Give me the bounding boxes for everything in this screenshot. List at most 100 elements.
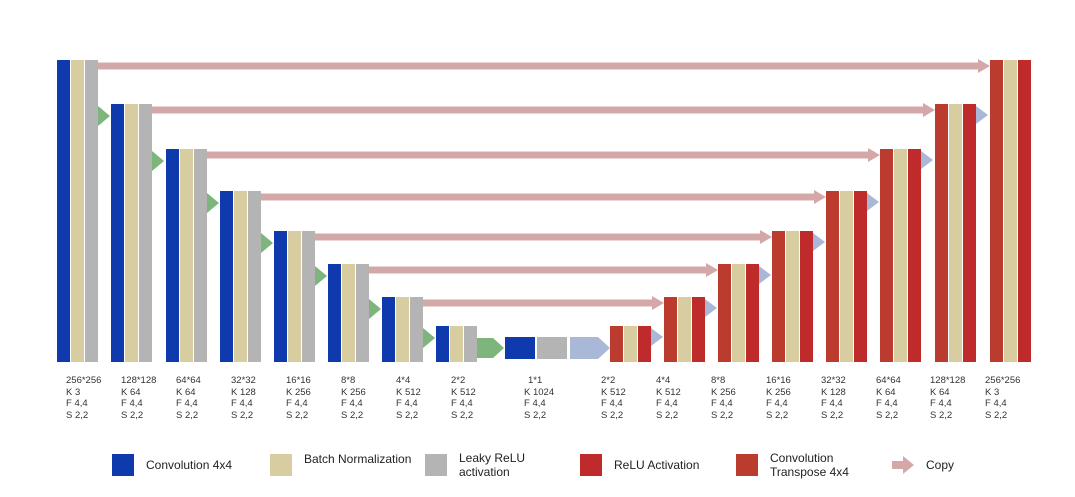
convt-bar bbox=[935, 104, 948, 362]
legend-conv: Convolution 4x4 bbox=[112, 452, 232, 478]
relu-bar bbox=[746, 264, 759, 362]
relu-bar bbox=[692, 297, 705, 362]
conv-bar bbox=[166, 149, 179, 362]
convt-bar bbox=[718, 264, 731, 362]
upsample-arrow bbox=[813, 233, 825, 251]
encoder-label-7: 4*4 K 512 F 4,4 S 2,2 bbox=[396, 375, 421, 421]
copy-line bbox=[315, 233, 761, 241]
bn-bar bbox=[125, 104, 138, 362]
bn-bar bbox=[396, 297, 409, 362]
downsample-arrow bbox=[261, 233, 273, 253]
bn-bar bbox=[234, 191, 247, 362]
flow-arrows bbox=[98, 106, 988, 359]
downsample-arrow bbox=[477, 338, 504, 358]
upsample-arrow bbox=[921, 151, 933, 169]
downsample-arrow bbox=[152, 151, 164, 171]
downsample-arrow bbox=[207, 193, 219, 213]
copy-arrowhead bbox=[923, 103, 935, 117]
layer-blocks bbox=[57, 60, 1031, 362]
legend-bn: Batch Normalization bbox=[270, 446, 412, 476]
lrelu-bar bbox=[248, 191, 261, 362]
encoder-label-4: 32*32 K 128 F 4,4 S 2,2 bbox=[231, 375, 256, 421]
decoder-label-3: 8*8 K 256 F 4,4 S 2,2 bbox=[711, 375, 736, 421]
convt-bar bbox=[610, 326, 623, 362]
conv-bar bbox=[382, 297, 395, 362]
copy-line bbox=[261, 193, 815, 201]
encoder-label-8: 2*2 K 512 F 4,4 S 2,2 bbox=[451, 375, 476, 421]
decoder-label-5: 32*32 K 128 F 4,4 S 2,2 bbox=[821, 375, 846, 421]
bn-bar bbox=[840, 191, 853, 362]
upsample-arrow bbox=[759, 266, 771, 284]
legend-relu-text: ReLU Activation bbox=[614, 458, 700, 472]
lrelu-bar bbox=[194, 149, 207, 362]
lrelu-bar bbox=[410, 297, 423, 362]
relu-bar bbox=[908, 149, 921, 362]
bn-bar bbox=[624, 326, 637, 362]
encoder-label-2: 128*128 K 64 F 4,4 S 2,2 bbox=[121, 375, 157, 421]
lrelu-bar bbox=[356, 264, 369, 362]
copy-arrowhead bbox=[868, 148, 880, 162]
decoder-label-7: 128*128 K 64 F 4,4 S 2,2 bbox=[930, 375, 966, 421]
legend-conv-text: Convolution 4x4 bbox=[146, 458, 233, 472]
bn-bar bbox=[450, 326, 463, 362]
downsample-arrow bbox=[315, 266, 327, 286]
bn-bar bbox=[678, 297, 691, 362]
legend-lrelu-swatch bbox=[425, 454, 447, 476]
legend-convt: Convolution Transpose 4x4 bbox=[736, 451, 849, 479]
copy-line bbox=[98, 62, 979, 70]
bn-bar bbox=[894, 149, 907, 362]
copy-arrowhead bbox=[760, 230, 772, 244]
decoder-label-6: 64*64 K 64 F 4,4 S 2,2 bbox=[876, 375, 901, 421]
copy-line bbox=[423, 299, 653, 307]
legend-convt-swatch bbox=[736, 454, 758, 476]
convt-bar bbox=[826, 191, 839, 362]
legend-bn-swatch bbox=[270, 454, 292, 476]
copy-connections bbox=[98, 59, 990, 310]
conv-bar bbox=[328, 264, 341, 362]
lrelu-bar bbox=[464, 326, 477, 362]
legend-copy: Copy bbox=[892, 452, 954, 478]
legend-relu: ReLU Activation bbox=[580, 452, 699, 478]
copy-arrowhead bbox=[706, 263, 718, 277]
decoder-label-4: 16*16 K 256 F 4,4 S 2,2 bbox=[766, 375, 791, 421]
bottleneck-conv bbox=[505, 337, 535, 359]
legend-convt-text: Convolution Transpose 4x4 bbox=[770, 451, 849, 479]
bottleneck-lrelu bbox=[537, 337, 567, 359]
conv-bar bbox=[274, 231, 287, 362]
bn-bar bbox=[342, 264, 355, 362]
copy-line bbox=[207, 151, 869, 159]
bn-bar bbox=[1004, 60, 1017, 362]
conv-bar bbox=[220, 191, 233, 362]
bn-bar bbox=[180, 149, 193, 362]
legend-bn-text: Batch Normalization bbox=[304, 452, 412, 466]
conv-bar bbox=[436, 326, 449, 362]
copy-arrowhead bbox=[814, 190, 826, 204]
decoder-label-1: 2*2 K 512 F 4,4 S 2,2 bbox=[601, 375, 626, 421]
relu-bar bbox=[800, 231, 813, 362]
encoder-label-6: 8*8 K 256 F 4,4 S 2,2 bbox=[341, 375, 366, 421]
upsample-arrow bbox=[976, 106, 988, 124]
bn-bar bbox=[732, 264, 745, 362]
legend-lrelu: Leaky ReLU activation bbox=[425, 451, 526, 479]
relu-bar bbox=[638, 326, 651, 362]
downsample-arrow bbox=[369, 299, 381, 319]
legend-lrelu-text: Leaky ReLU activation bbox=[459, 451, 526, 479]
downsample-arrow bbox=[423, 328, 435, 348]
bn-bar bbox=[71, 60, 84, 362]
convt-bar bbox=[664, 297, 677, 362]
copy-arrowhead bbox=[978, 59, 990, 73]
upsample-arrow bbox=[570, 337, 610, 359]
copy-line bbox=[152, 106, 924, 114]
relu-bar bbox=[963, 104, 976, 362]
relu-bar bbox=[854, 191, 867, 362]
downsample-arrow bbox=[98, 106, 110, 126]
convt-bar bbox=[772, 231, 785, 362]
legend-copy-text: Copy bbox=[926, 458, 955, 472]
upsample-arrow bbox=[867, 193, 879, 211]
legend-relu-swatch bbox=[580, 454, 602, 476]
legend-conv-swatch bbox=[112, 454, 134, 476]
conv-bar bbox=[57, 60, 70, 362]
